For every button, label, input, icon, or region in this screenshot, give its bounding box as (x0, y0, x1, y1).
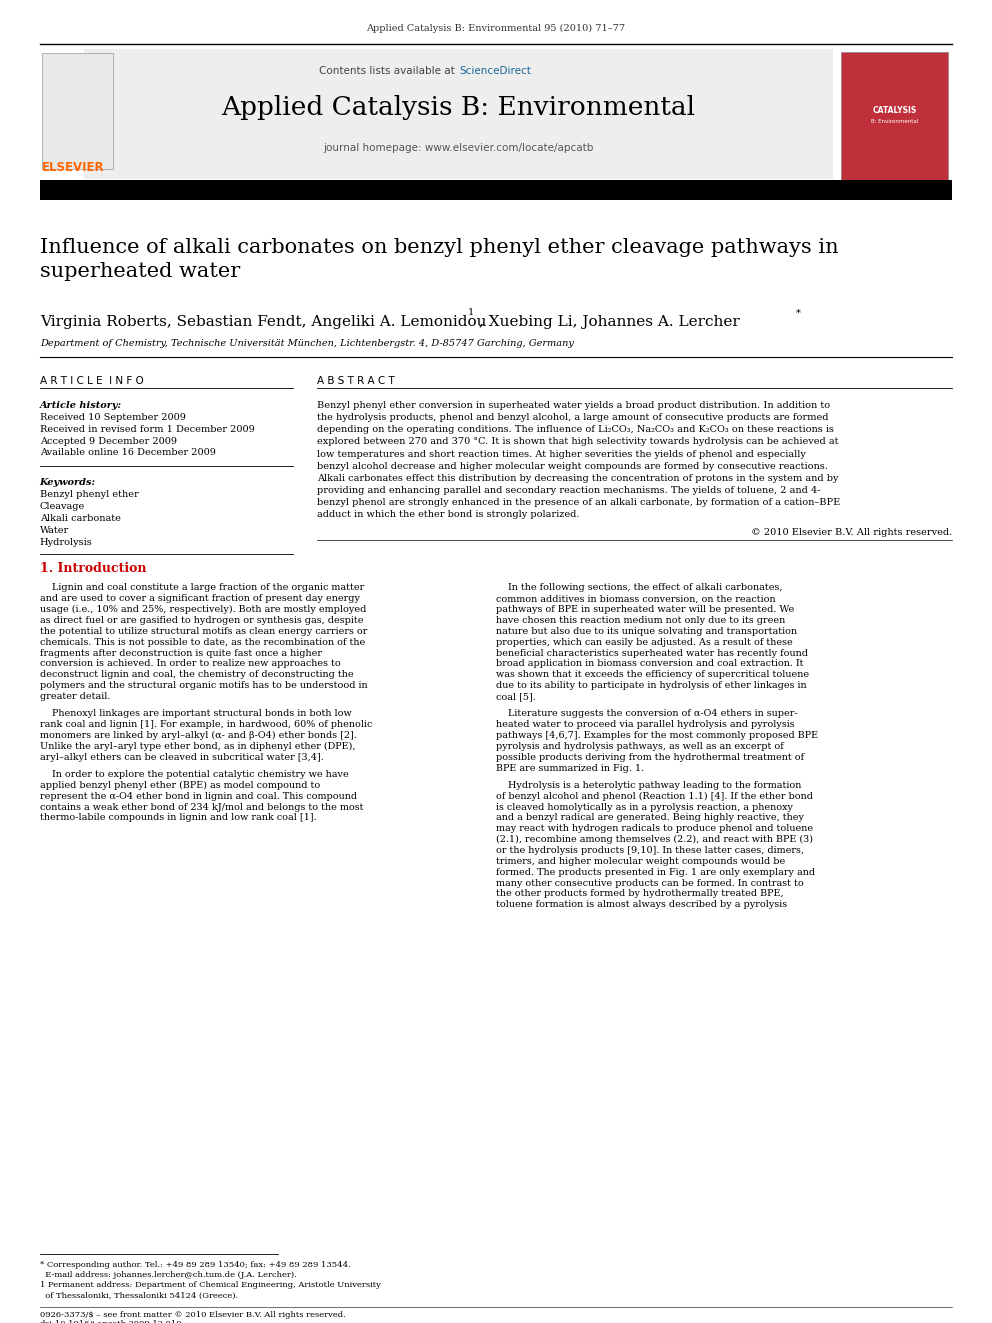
Text: Department of Chemistry, Technische Universität München, Lichtenbergstr. 4, D-85: Department of Chemistry, Technische Univ… (40, 339, 573, 348)
Text: due to its ability to participate in hydrolysis of ether linkages in: due to its ability to participate in hyd… (496, 681, 806, 691)
Text: many other consecutive products can be formed. In contrast to: many other consecutive products can be f… (496, 878, 804, 888)
Text: properties, which can easily be adjusted. As a result of these: properties, which can easily be adjusted… (496, 638, 793, 647)
Text: 1. Introduction: 1. Introduction (40, 562, 146, 576)
Text: broad application in biomass conversion and coal extraction. It: broad application in biomass conversion … (496, 659, 804, 668)
Text: Unlike the aryl–aryl type ether bond, as in diphenyl ether (DPE),: Unlike the aryl–aryl type ether bond, as… (40, 742, 355, 751)
Text: benzyl phenol are strongly enhanced in the presence of an alkali carbonate, by f: benzyl phenol are strongly enhanced in t… (317, 499, 840, 507)
FancyBboxPatch shape (40, 180, 952, 200)
Text: * Corresponding author. Tel.: +49 89 289 13540; fax: +49 89 289 13544.: * Corresponding author. Tel.: +49 89 289… (40, 1261, 350, 1269)
Text: Applied Catalysis B: Environmental 95 (2010) 71–77: Applied Catalysis B: Environmental 95 (2… (366, 24, 626, 33)
Text: Keywords:: Keywords: (40, 478, 96, 487)
Text: Alkali carbonates effect this distribution by decreasing the concentration of pr: Alkali carbonates effect this distributi… (317, 474, 839, 483)
Text: Water: Water (40, 527, 68, 534)
Text: Virginia Roberts, Sebastian Fendt, Angeliki A. Lemonidou: Virginia Roberts, Sebastian Fendt, Angel… (40, 315, 486, 329)
Text: or the hydrolysis products [9,10]. In these latter cases, dimers,: or the hydrolysis products [9,10]. In th… (496, 845, 804, 855)
Text: Literature suggests the conversion of α-O4 ethers in super-: Literature suggests the conversion of α-… (496, 709, 798, 718)
Text: *: * (796, 308, 801, 318)
Text: contains a weak ether bond of 234 kJ/mol and belongs to the most: contains a weak ether bond of 234 kJ/mol… (40, 803, 363, 811)
Text: coal [5].: coal [5]. (496, 692, 536, 701)
Text: E-mail address: johannes.lercher@ch.tum.de (J.A. Lercher).: E-mail address: johannes.lercher@ch.tum.… (40, 1271, 297, 1279)
Text: Article history:: Article history: (40, 401, 122, 410)
Text: heated water to proceed via parallel hydrolysis and pyrolysis: heated water to proceed via parallel hyd… (496, 720, 795, 729)
Text: have chosen this reaction medium not only due to its green: have chosen this reaction medium not onl… (496, 617, 786, 624)
Text: pyrolysis and hydrolysis pathways, as well as an excerpt of: pyrolysis and hydrolysis pathways, as we… (496, 742, 784, 751)
Text: nature but also due to its unique solvating and transportation: nature but also due to its unique solvat… (496, 627, 798, 636)
Text: Hydrolysis: Hydrolysis (40, 538, 92, 548)
Text: depending on the operating conditions. The influence of Li₂CO₃, Na₂CO₃ and K₂CO₃: depending on the operating conditions. T… (317, 425, 834, 434)
Text: Hydrolysis is a heterolytic pathway leading to the formation: Hydrolysis is a heterolytic pathway lead… (496, 781, 802, 790)
Text: the potential to utilize structural motifs as clean energy carriers or: the potential to utilize structural moti… (40, 627, 367, 636)
Text: Accepted 9 December 2009: Accepted 9 December 2009 (40, 437, 177, 446)
Text: represent the α-O4 ether bond in lignin and coal. This compound: represent the α-O4 ether bond in lignin … (40, 791, 357, 800)
FancyBboxPatch shape (841, 52, 948, 180)
Text: of benzyl alcohol and phenol (Reaction 1.1) [4]. If the ether bond: of benzyl alcohol and phenol (Reaction 1… (496, 791, 813, 800)
Text: 0926-3373/$ – see front matter © 2010 Elsevier B.V. All rights reserved.: 0926-3373/$ – see front matter © 2010 El… (40, 1311, 345, 1319)
Text: pathways of BPE in superheated water will be presented. We: pathways of BPE in superheated water wil… (496, 605, 795, 614)
Text: benzyl alcohol decrease and higher molecular weight compounds are formed by cons: benzyl alcohol decrease and higher molec… (317, 462, 828, 471)
Text: pathways [4,6,7]. Examples for the most commonly proposed BPE: pathways [4,6,7]. Examples for the most … (496, 732, 818, 740)
Text: toluene formation is almost always described by a pyrolysis: toluene formation is almost always descr… (496, 900, 787, 909)
Text: 1 Permanent address: Department of Chemical Engineering, Aristotle University: 1 Permanent address: Department of Chemi… (40, 1282, 381, 1290)
Text: rank coal and lignin [1]. For example, in hardwood, 60% of phenolic: rank coal and lignin [1]. For example, i… (40, 720, 372, 729)
Text: conversion is achieved. In order to realize new approaches to: conversion is achieved. In order to real… (40, 659, 340, 668)
Text: Contents lists available at: Contents lists available at (319, 66, 458, 77)
Text: monomers are linked by aryl–alkyl (α- and β-O4) ether bonds [2].: monomers are linked by aryl–alkyl (α- an… (40, 732, 356, 740)
Text: Alkali carbonate: Alkali carbonate (40, 513, 121, 523)
Text: low temperatures and short reaction times. At higher severities the yields of ph: low temperatures and short reaction time… (317, 450, 806, 459)
Text: , Xuebing Li, Johannes A. Lercher: , Xuebing Li, Johannes A. Lercher (479, 315, 740, 329)
Text: chemicals. This is not possible to date, as the recombination of the: chemicals. This is not possible to date,… (40, 638, 365, 647)
Text: (2.1), recombine among themselves (2.2), and react with BPE (3): (2.1), recombine among themselves (2.2),… (496, 835, 813, 844)
Text: greater detail.: greater detail. (40, 692, 110, 701)
Text: In the following sections, the effect of alkali carbonates,: In the following sections, the effect of… (496, 583, 783, 593)
Text: possible products deriving from the hydrothermal treatment of: possible products deriving from the hydr… (496, 753, 805, 762)
Text: ScienceDirect: ScienceDirect (459, 66, 531, 77)
Text: Lignin and coal constitute a large fraction of the organic matter: Lignin and coal constitute a large fract… (40, 583, 364, 593)
Text: as direct fuel or are gasified to hydrogen or synthesis gas, despite: as direct fuel or are gasified to hydrog… (40, 617, 363, 624)
Text: doi:10.1016/j.apcatb.2009.12.010: doi:10.1016/j.apcatb.2009.12.010 (40, 1320, 183, 1323)
Text: Phenoxyl linkages are important structural bonds in both low: Phenoxyl linkages are important structur… (40, 709, 351, 718)
Text: fragments after deconstruction is quite fast once a higher: fragments after deconstruction is quite … (40, 648, 321, 658)
Text: explored between 270 and 370 °C. It is shown that high selectivity towards hydro: explored between 270 and 370 °C. It is s… (317, 438, 839, 446)
Text: Available online 16 December 2009: Available online 16 December 2009 (40, 448, 215, 458)
Text: is cleaved homolytically as in a pyrolysis reaction, a phenoxy: is cleaved homolytically as in a pyrolys… (496, 803, 793, 811)
Text: may react with hydrogen radicals to produce phenol and toluene: may react with hydrogen radicals to prod… (496, 824, 813, 833)
Text: applied benzyl phenyl ether (BPE) as model compound to: applied benzyl phenyl ether (BPE) as mod… (40, 781, 320, 790)
Text: Cleavage: Cleavage (40, 501, 85, 511)
Text: the other products formed by hydrothermally treated BPE,: the other products formed by hydrotherma… (496, 889, 784, 898)
Text: trimers, and higher molecular weight compounds would be: trimers, and higher molecular weight com… (496, 857, 786, 865)
Text: the hydrolysis products, phenol and benzyl alcohol, a large amount of consecutiv: the hydrolysis products, phenol and benz… (317, 413, 829, 422)
FancyBboxPatch shape (84, 49, 833, 179)
Text: polymers and the structural organic motifs has to be understood in: polymers and the structural organic moti… (40, 681, 367, 691)
Text: BPE are summarized in Fig. 1.: BPE are summarized in Fig. 1. (496, 763, 644, 773)
Text: Applied Catalysis B: Environmental: Applied Catalysis B: Environmental (221, 95, 695, 120)
Text: providing and enhancing parallel and secondary reaction mechanisms. The yields o: providing and enhancing parallel and sec… (317, 486, 821, 495)
Text: A R T I C L E  I N F O: A R T I C L E I N F O (40, 376, 144, 386)
Text: adduct in which the ether bond is strongly polarized.: adduct in which the ether bond is strong… (317, 511, 580, 520)
Text: and a benzyl radical are generated. Being highly reactive, they: and a benzyl radical are generated. Bein… (496, 814, 804, 823)
Text: B: Environmental: B: Environmental (871, 119, 919, 124)
Text: formed. The products presented in Fig. 1 are only exemplary and: formed. The products presented in Fig. 1… (496, 868, 815, 877)
Text: In order to explore the potential catalytic chemistry we have: In order to explore the potential cataly… (40, 770, 348, 779)
Text: ELSEVIER: ELSEVIER (42, 161, 104, 175)
Text: CATALYSIS: CATALYSIS (873, 106, 917, 115)
Text: Received 10 September 2009: Received 10 September 2009 (40, 413, 186, 422)
Text: deconstruct lignin and coal, the chemistry of deconstructing the: deconstruct lignin and coal, the chemist… (40, 671, 353, 679)
Text: and are used to cover a significant fraction of present day energy: and are used to cover a significant frac… (40, 594, 360, 603)
Text: A B S T R A C T: A B S T R A C T (317, 376, 395, 386)
Text: common additives in biomass conversion, on the reaction: common additives in biomass conversion, … (496, 594, 776, 603)
FancyBboxPatch shape (42, 53, 113, 169)
Text: usage (i.e., 10% and 25%, respectively). Both are mostly employed: usage (i.e., 10% and 25%, respectively).… (40, 605, 366, 614)
Text: 1: 1 (468, 308, 474, 318)
Text: aryl–alkyl ethers can be cleaved in subcritical water [3,4].: aryl–alkyl ethers can be cleaved in subc… (40, 753, 323, 762)
Text: journal homepage: www.elsevier.com/locate/apcatb: journal homepage: www.elsevier.com/locat… (323, 143, 593, 153)
Text: Received in revised form 1 December 2009: Received in revised form 1 December 2009 (40, 425, 254, 434)
Text: Benzyl phenyl ether: Benzyl phenyl ether (40, 490, 139, 499)
Text: Influence of alkali carbonates on benzyl phenyl ether cleavage pathways in
super: Influence of alkali carbonates on benzyl… (40, 238, 838, 282)
Text: © 2010 Elsevier B.V. All rights reserved.: © 2010 Elsevier B.V. All rights reserved… (751, 528, 952, 537)
Text: of Thessaloniki, Thessaloniki 54124 (Greece).: of Thessaloniki, Thessaloniki 54124 (Gre… (40, 1291, 238, 1299)
Text: beneficial characteristics superheated water has recently found: beneficial characteristics superheated w… (496, 648, 808, 658)
Text: was shown that it exceeds the efficiency of supercritical toluene: was shown that it exceeds the efficiency… (496, 671, 809, 679)
Text: Benzyl phenyl ether conversion in superheated water yields a broad product distr: Benzyl phenyl ether conversion in superh… (317, 401, 830, 410)
Text: thermo-labile compounds in lignin and low rank coal [1].: thermo-labile compounds in lignin and lo… (40, 814, 316, 823)
